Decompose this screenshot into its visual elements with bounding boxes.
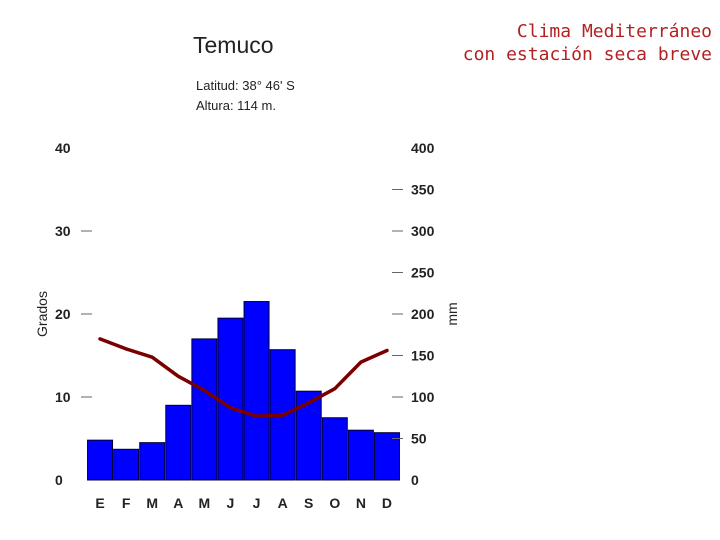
altitude-label: Altura: 114 m. bbox=[196, 98, 276, 113]
right-tick-label-100: 100 bbox=[411, 389, 435, 405]
precipitation-bar-11 bbox=[347, 429, 374, 481]
month-label-9: S bbox=[304, 495, 313, 511]
right-tick-label-200: 200 bbox=[411, 306, 435, 322]
left-tick-label-10: 10 bbox=[55, 389, 71, 405]
latitude-label: Latitud: 38° 46' S bbox=[196, 78, 295, 93]
precipitation-bar-2 bbox=[113, 448, 140, 481]
left-tick-label-30: 30 bbox=[55, 223, 71, 239]
precipitation-bar-7 bbox=[243, 301, 270, 481]
left-tick-label-20: 20 bbox=[55, 306, 71, 322]
month-label-1: E bbox=[95, 495, 104, 511]
month-label-4: A bbox=[173, 495, 183, 511]
precipitation-bar-4 bbox=[165, 404, 192, 481]
left-tick-label-0: 0 bbox=[55, 472, 63, 488]
climate-line-1: Clima Mediterráneo bbox=[516, 21, 712, 42]
left-tick-label-40: 40 bbox=[55, 140, 71, 156]
precipitation-bar-6 bbox=[217, 317, 244, 481]
precipitation-bar-10 bbox=[321, 417, 348, 481]
month-label-11: N bbox=[356, 495, 366, 511]
precipitation-bar-9 bbox=[295, 390, 322, 481]
left-axis-title: Grados bbox=[34, 291, 50, 337]
right-axis-title: mm bbox=[444, 302, 460, 325]
temperature-line bbox=[98, 337, 389, 418]
month-label-12: D bbox=[382, 495, 392, 511]
precipitation-bar-1 bbox=[87, 439, 114, 481]
right-tick-label-50: 50 bbox=[411, 431, 427, 447]
right-tick-label-300: 300 bbox=[411, 223, 435, 239]
month-label-6: J bbox=[227, 495, 235, 511]
month-label-5: M bbox=[199, 495, 211, 511]
month-label-8: A bbox=[278, 495, 288, 511]
right-tick-label-0: 0 bbox=[411, 472, 419, 488]
right-tick-label-150: 150 bbox=[411, 348, 435, 364]
month-label-7: J bbox=[253, 495, 261, 511]
month-label-3: M bbox=[146, 495, 158, 511]
precipitation-bar-12 bbox=[373, 432, 400, 481]
chart-title: Temuco bbox=[193, 32, 274, 58]
climate-type: Clima Mediterráneo con estación seca bre… bbox=[463, 20, 712, 66]
month-label-10: O bbox=[329, 495, 340, 511]
precipitation-bar-3 bbox=[139, 442, 166, 481]
precipitation-bar-5 bbox=[191, 338, 218, 481]
right-tick-label-400: 400 bbox=[411, 140, 435, 156]
right-tick-label-350: 350 bbox=[411, 182, 435, 198]
right-tick-label-250: 250 bbox=[411, 265, 435, 281]
climate-line-2: con estación seca breve bbox=[462, 44, 712, 65]
month-label-2: F bbox=[122, 495, 131, 511]
